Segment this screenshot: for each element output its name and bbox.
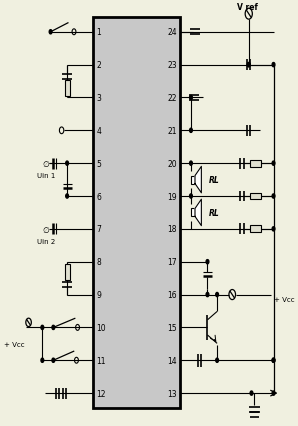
Text: 14: 14 <box>167 356 177 365</box>
Polygon shape <box>195 200 201 226</box>
Circle shape <box>41 358 44 363</box>
Text: V ref: V ref <box>237 3 258 12</box>
Bar <box>250 161 261 167</box>
Text: 23: 23 <box>167 61 177 70</box>
Bar <box>250 193 261 200</box>
Circle shape <box>272 194 275 199</box>
Circle shape <box>272 63 275 68</box>
Text: 8: 8 <box>97 258 101 267</box>
Text: 21: 21 <box>167 127 177 135</box>
Circle shape <box>216 358 218 363</box>
Circle shape <box>66 162 69 166</box>
Text: 15: 15 <box>167 323 177 332</box>
Circle shape <box>190 194 192 199</box>
Text: + Vcc: + Vcc <box>4 341 24 347</box>
Text: 11: 11 <box>97 356 106 365</box>
Circle shape <box>66 194 69 199</box>
Text: 16: 16 <box>167 291 177 299</box>
Text: 5: 5 <box>97 159 101 168</box>
Text: 7: 7 <box>97 225 101 234</box>
Bar <box>65 81 70 96</box>
Circle shape <box>190 96 192 101</box>
Circle shape <box>190 162 192 166</box>
Circle shape <box>247 63 250 68</box>
Text: $\emptyset$: $\emptyset$ <box>42 225 50 234</box>
Text: 9: 9 <box>97 291 101 299</box>
Text: 19: 19 <box>167 192 177 201</box>
Circle shape <box>52 358 55 363</box>
Circle shape <box>272 358 275 363</box>
Text: + Vcc: + Vcc <box>274 296 295 302</box>
Text: RL: RL <box>209 176 220 184</box>
Text: 4: 4 <box>97 127 101 135</box>
Circle shape <box>247 63 250 68</box>
Text: 20: 20 <box>167 159 177 168</box>
Polygon shape <box>195 167 201 193</box>
Circle shape <box>216 293 218 297</box>
Circle shape <box>52 325 55 330</box>
Text: 13: 13 <box>167 389 177 397</box>
Bar <box>65 265 70 281</box>
Circle shape <box>190 129 192 133</box>
Circle shape <box>272 391 275 395</box>
Circle shape <box>49 31 52 35</box>
Bar <box>191 176 195 184</box>
Circle shape <box>41 325 44 330</box>
Circle shape <box>272 162 275 166</box>
Text: $\emptyset$: $\emptyset$ <box>42 159 50 169</box>
Text: 3: 3 <box>97 94 101 103</box>
Text: Uin 1: Uin 1 <box>37 173 56 179</box>
Text: 17: 17 <box>167 258 177 267</box>
Circle shape <box>250 391 253 395</box>
Text: 18: 18 <box>167 225 177 234</box>
Text: 24: 24 <box>167 28 177 37</box>
Bar <box>250 226 261 233</box>
Circle shape <box>272 358 275 363</box>
Text: 6: 6 <box>97 192 101 201</box>
Text: 1: 1 <box>97 28 101 37</box>
Bar <box>191 209 195 217</box>
Text: 22: 22 <box>167 94 177 103</box>
Text: Uin 2: Uin 2 <box>37 239 56 245</box>
Circle shape <box>206 293 209 297</box>
Bar <box>93 18 180 408</box>
Text: 12: 12 <box>97 389 106 397</box>
Text: 10: 10 <box>97 323 106 332</box>
Text: RL: RL <box>209 208 220 217</box>
Circle shape <box>272 227 275 231</box>
Circle shape <box>206 260 209 264</box>
Text: 2: 2 <box>97 61 101 70</box>
